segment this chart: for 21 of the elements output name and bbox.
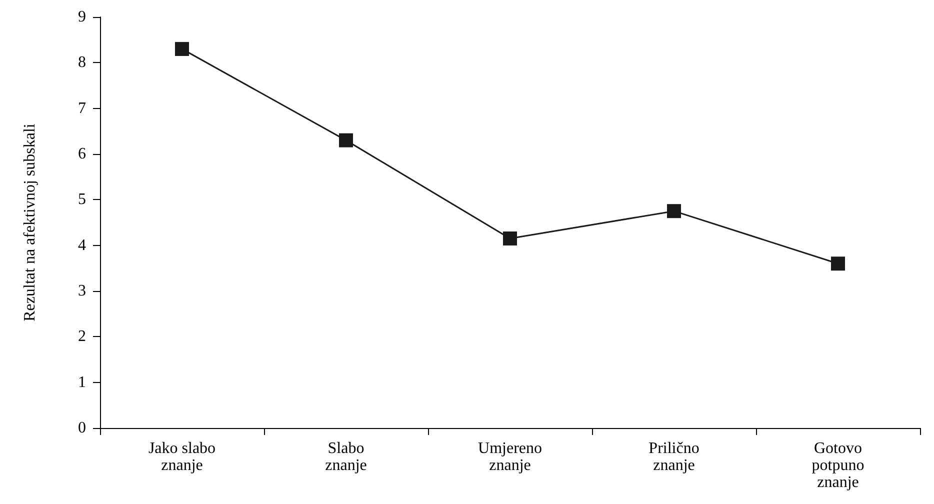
y-tick-label: 6 — [78, 146, 86, 162]
point — [831, 256, 845, 271]
point — [339, 133, 353, 148]
y-axis-title: Rezultat na afektivnoj subskali — [22, 123, 38, 322]
y-tick-label: 3 — [78, 282, 86, 300]
y-tick-label: 7 — [78, 100, 86, 117]
y-tick-label: 5 — [78, 191, 86, 208]
y-tick-label: 2 — [78, 328, 86, 346]
point — [667, 204, 681, 218]
y-tick-label: 8 — [78, 54, 86, 72]
y-tick-label: 4 — [78, 236, 86, 254]
y-tick-label: 9 — [78, 8, 86, 26]
y-tick-label: 1 — [78, 374, 86, 391]
x-tick-label: Slabo znanje — [325, 440, 367, 474]
x-tick-label: Gotovo potpuno znanje — [812, 440, 864, 491]
x-tick-label: Prilično znanje — [648, 440, 700, 474]
y-tick-label: 0 — [78, 420, 86, 436]
point — [175, 42, 189, 56]
x-tick-label: Jako slabo znanje — [148, 440, 216, 474]
x-tick-label: Umjereno znanje — [478, 440, 542, 474]
point — [503, 231, 517, 246]
